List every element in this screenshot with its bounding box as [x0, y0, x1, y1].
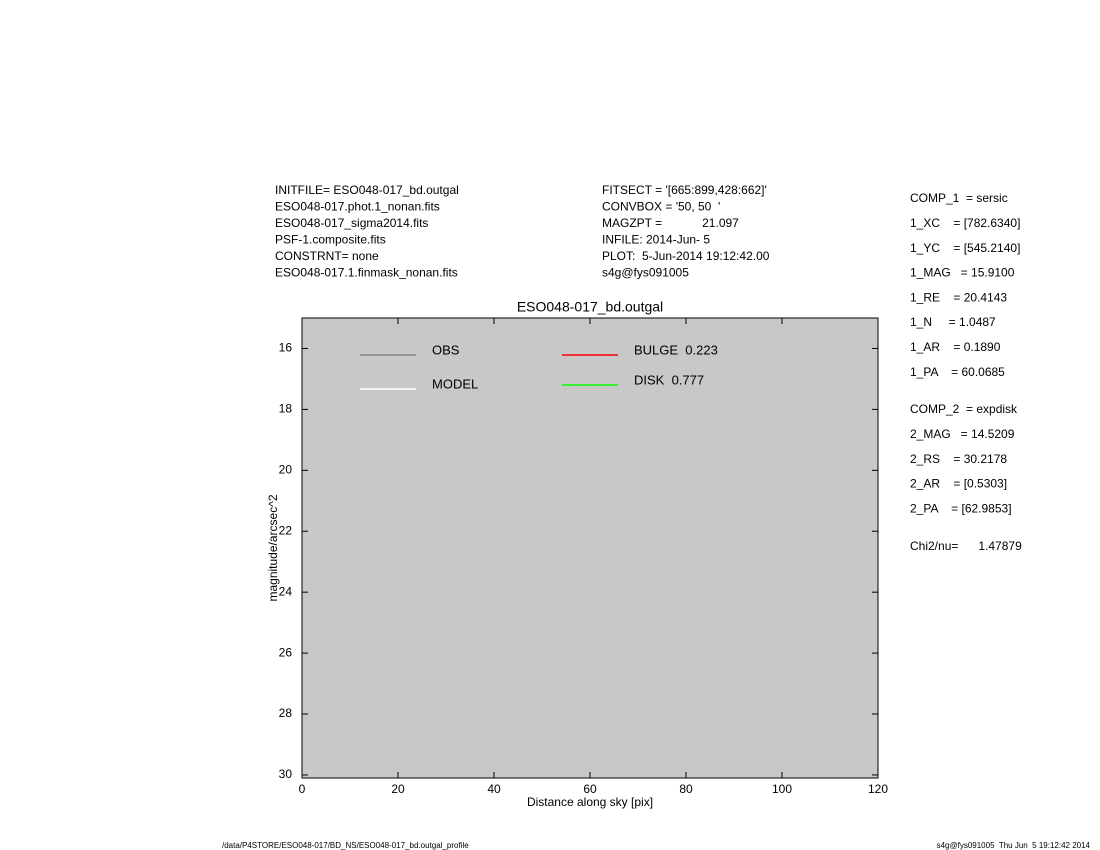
fit-parameter: 2_PA = [62.9853] [910, 501, 1012, 515]
fit-parameter: Chi2/nu= 1.47879 [910, 539, 1022, 553]
x-tick-label: 40 [487, 782, 501, 796]
x-tick-label: 20 [391, 782, 405, 796]
x-tick-label: 120 [868, 782, 888, 796]
fit-parameter: 1_AR = 0.1890 [910, 340, 1001, 354]
footer-left: /data/P4STORE/ESO048-017/BD_NS/ESO048-01… [222, 841, 469, 850]
legend-label: MODEL [432, 376, 478, 391]
header-line: FITSECT = '[665:899,428:662]' [602, 183, 767, 197]
x-tick-label: 60 [583, 782, 597, 796]
y-tick-label: 22 [279, 523, 293, 537]
fit-parameter: 1_MAG = 15.9100 [910, 266, 1015, 280]
x-axis-label: Distance along sky [pix] [527, 795, 653, 809]
header-line: s4g@fys091005 [602, 266, 689, 280]
fit-parameter: COMP_1 = sersic [910, 191, 1008, 205]
legend-label: BULGE 0.223 [634, 342, 718, 357]
header-line: PSF-1.composite.fits [275, 233, 386, 247]
footer-right: s4g@fys091005 Thu Jun 5 19:12:42 2014 [937, 841, 1091, 850]
chart-title: ESO048-017_bd.outgal [517, 299, 663, 315]
fit-parameter: 1_PA = 60.0685 [910, 365, 1005, 379]
fit-parameter: 2_MAG = 14.5209 [910, 427, 1015, 441]
y-tick-label: 18 [279, 402, 293, 416]
header-line: CONVBOX = '50, 50 ' [602, 200, 720, 214]
y-axis-label: magnitude/arcsec^2 [266, 494, 280, 601]
x-tick-label: 0 [299, 782, 306, 796]
header-line: ESO048-017.1.finmask_nonan.fits [275, 266, 458, 280]
y-tick-label: 28 [279, 706, 293, 720]
fit-parameter: 1_XC = [782.6340] [910, 216, 1020, 230]
y-tick-label: 26 [279, 645, 293, 659]
fit-parameter: 1_N = 1.0487 [910, 315, 996, 329]
x-tick-label: 100 [772, 782, 792, 796]
header-line: MAGZPT = 21.097 [602, 216, 739, 230]
legend-label: OBS [432, 342, 460, 357]
header-line: INFILE: 2014-Jun- 5 [602, 233, 710, 247]
plot-area [302, 318, 878, 778]
x-tick-label: 80 [679, 782, 693, 796]
header-line: ESO048-017.phot.1_nonan.fits [275, 200, 440, 214]
header-line: ESO048-017_sigma2014.fits [275, 216, 428, 230]
y-tick-label: 24 [279, 584, 293, 598]
header-line: PLOT: 5-Jun-2014 19:12:42.00 [602, 249, 770, 263]
fit-parameter: 2_RS = 30.2178 [910, 452, 1007, 466]
y-tick-label: 30 [279, 767, 293, 781]
header-line: CONSTRNT= none [275, 249, 379, 263]
y-tick-label: 16 [279, 341, 293, 355]
header-line: INITFILE= ESO048-017_bd.outgal [275, 183, 459, 197]
fit-parameter: 1_YC = [545.2140] [910, 241, 1020, 255]
fit-parameter: 1_RE = 20.4143 [910, 290, 1007, 304]
y-tick-label: 20 [279, 462, 293, 476]
legend-label: DISK 0.777 [634, 372, 704, 387]
fit-parameter: 2_AR = [0.5303] [910, 477, 1007, 491]
fit-parameter: COMP_2 = expdisk [910, 402, 1018, 416]
